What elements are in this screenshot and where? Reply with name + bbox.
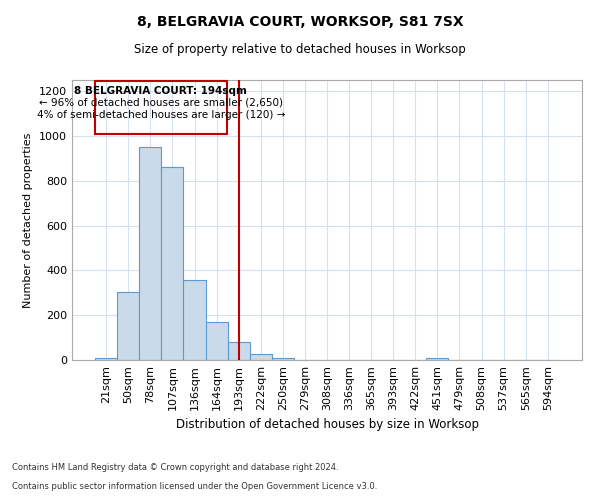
Bar bbox=[139, 147, 161, 360]
Y-axis label: Number of detached properties: Number of detached properties bbox=[23, 132, 34, 308]
Text: 8, BELGRAVIA COURT, WORKSOP, S81 7SX: 8, BELGRAVIA COURT, WORKSOP, S81 7SX bbox=[137, 15, 463, 29]
Bar bbox=[161, 168, 184, 360]
Text: ← 96% of detached houses are smaller (2,650): ← 96% of detached houses are smaller (2,… bbox=[39, 98, 283, 108]
Bar bbox=[206, 322, 227, 360]
Text: Contains public sector information licensed under the Open Government Licence v3: Contains public sector information licen… bbox=[12, 482, 377, 491]
Bar bbox=[95, 81, 227, 134]
Text: Contains HM Land Registry data © Crown copyright and database right 2024.: Contains HM Land Registry data © Crown c… bbox=[12, 464, 338, 472]
Bar bbox=[427, 358, 448, 360]
Bar bbox=[117, 292, 139, 360]
Bar bbox=[272, 358, 294, 360]
Text: Size of property relative to detached houses in Worksop: Size of property relative to detached ho… bbox=[134, 42, 466, 56]
Bar bbox=[95, 358, 117, 360]
Text: 4% of semi-detached houses are larger (120) →: 4% of semi-detached houses are larger (1… bbox=[37, 110, 285, 120]
Bar bbox=[184, 280, 206, 360]
X-axis label: Distribution of detached houses by size in Worksop: Distribution of detached houses by size … bbox=[176, 418, 479, 432]
Text: 8 BELGRAVIA COURT: 194sqm: 8 BELGRAVIA COURT: 194sqm bbox=[74, 86, 247, 96]
Bar bbox=[227, 342, 250, 360]
Bar bbox=[250, 354, 272, 360]
